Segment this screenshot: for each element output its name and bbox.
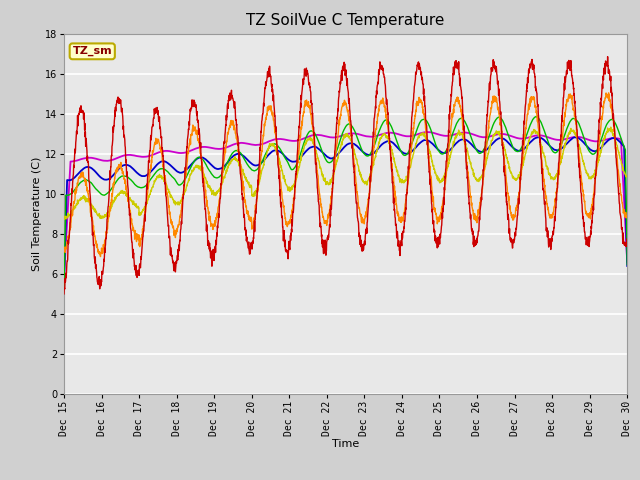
C-50_T [509,134,517,140]
C-20_T [374,144,382,150]
C-30_T [217,172,225,178]
C-05_T [217,181,225,187]
Line: C-40_T: C-40_T [64,137,627,282]
Text: TZ_sm: TZ_sm [72,46,112,57]
Legend: C-05_T, C-10_T, C-20_T, C-30_T, C-40_T, C-50_T: C-05_T, C-10_T, C-20_T, C-30_T, C-40_T, … [145,478,547,480]
C-30_T [532,114,540,120]
C-50_T [374,132,382,138]
C-40_T [574,135,582,141]
C-05_T [573,135,581,141]
C-40_T [374,146,382,152]
C-40_T [589,148,597,154]
C-50_T [60,275,68,280]
C-20_T [589,172,597,178]
C-20_T [607,124,614,130]
C-10_T [374,112,382,118]
C-50_T [589,138,597,144]
C-20_T [574,139,582,144]
C-30_T [574,119,582,124]
C-10_T [60,247,68,252]
C-05_T [623,236,631,241]
C-30_T [362,153,370,158]
Y-axis label: Soil Temperature (C): Soil Temperature (C) [32,156,42,271]
C-20_T [218,183,225,189]
C-05_T [374,81,382,86]
C-50_T [217,146,225,152]
C-20_T [623,174,631,180]
C-10_T [623,214,631,219]
C-10_T [574,138,582,144]
C-05_T [589,206,597,212]
C-20_T [61,216,68,222]
C-05_T [509,237,517,243]
C-30_T [60,285,68,290]
C-10_T [509,216,517,222]
C-10_T [97,254,104,260]
Line: C-10_T: C-10_T [64,93,627,257]
C-10_T [605,90,612,96]
C-20_T [509,174,517,180]
C-10_T [589,195,597,201]
C-40_T [535,134,543,140]
C-05_T [362,227,370,232]
C-40_T [60,279,68,285]
C-40_T [509,145,517,151]
C-40_T [362,151,370,157]
Line: C-20_T: C-20_T [64,127,627,219]
C-30_T [623,262,631,267]
C-50_T [362,133,370,139]
C-50_T [424,129,431,135]
C-10_T [218,180,225,186]
C-40_T [623,263,631,269]
C-20_T [362,180,370,186]
C-30_T [509,145,517,151]
C-05_T [604,54,611,60]
C-20_T [60,216,68,222]
C-30_T [374,131,382,137]
Line: C-50_T: C-50_T [64,132,627,277]
X-axis label: Time: Time [332,439,359,449]
Line: C-30_T: C-30_T [64,117,627,288]
C-50_T [574,134,582,140]
C-05_T [60,291,68,297]
Title: TZ SoilVue C Temperature: TZ SoilVue C Temperature [246,13,445,28]
C-10_T [362,209,370,215]
C-40_T [217,166,225,171]
Line: C-05_T: C-05_T [64,57,627,294]
C-50_T [623,259,631,265]
C-30_T [589,151,597,157]
